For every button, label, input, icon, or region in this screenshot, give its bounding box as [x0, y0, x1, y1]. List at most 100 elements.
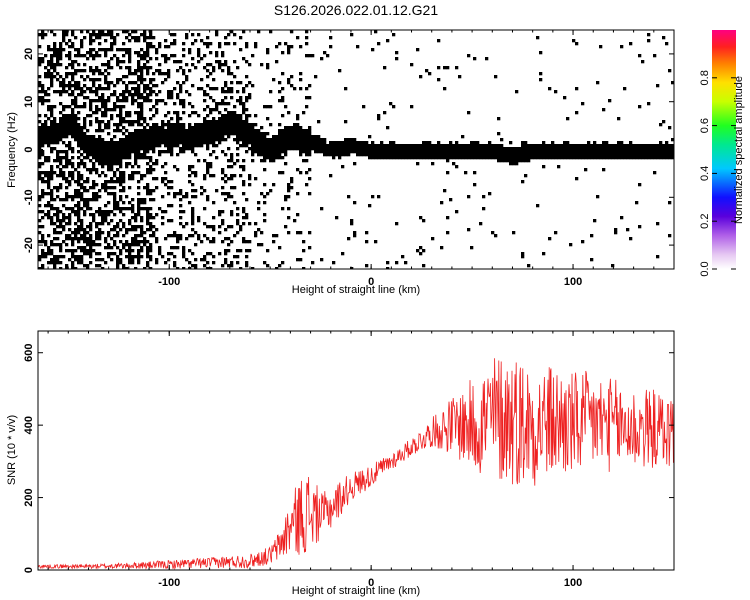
spectrogram-cell: [266, 132, 270, 136]
spectrogram-cell: [638, 153, 642, 157]
spectrogram-cell: [116, 96, 120, 100]
spectrogram-cell: [278, 150, 282, 154]
spectrogram-cell: [50, 126, 54, 130]
spectrogram-cell: [281, 132, 285, 136]
spectrogram-cell: [302, 150, 306, 154]
spectrogram-cell: [284, 147, 288, 151]
spectrogram-cell: [350, 138, 354, 142]
spectrogram-cell: [53, 222, 57, 226]
spectrogram-cell: [44, 240, 48, 244]
spectrogram-cell: [164, 45, 168, 49]
spectrogram-cell: [68, 234, 72, 238]
spectrogram-cell: [518, 150, 522, 154]
spectrogram-cell: [638, 183, 642, 187]
spectrogram-cell: [659, 150, 663, 154]
spectrogram-cell: [230, 264, 234, 268]
spectrogram-cell: [170, 123, 174, 127]
spectrogram-cell: [521, 252, 525, 256]
spectrogram-cell: [80, 246, 84, 250]
spectrogram-cell: [119, 165, 123, 169]
spectrogram-cell: [482, 144, 486, 148]
spectrogram-cell: [284, 144, 288, 148]
spectrogram-cell: [77, 246, 81, 250]
spectrogram-cell: [209, 63, 213, 67]
spectrogram-cell: [218, 138, 222, 142]
spectrogram-cell: [131, 87, 135, 91]
spectrogram-cell: [335, 144, 339, 148]
spectrogram-cell: [350, 141, 354, 145]
spectrogram-cell: [44, 120, 48, 124]
spectrogram-cell: [440, 156, 444, 160]
spectrogram-cell: [302, 159, 306, 163]
spectrogram-cell: [77, 177, 81, 181]
spectrogram-cell: [470, 144, 474, 148]
spectrogram-cell: [419, 75, 423, 79]
spectrogram-cell: [497, 117, 501, 121]
spectrogram-cell: [257, 135, 261, 139]
spectrogram-cell: [83, 156, 87, 160]
spectrogram-cell: [314, 75, 318, 79]
spectrogram-cell: [56, 153, 60, 157]
spectrogram-cell: [164, 150, 168, 154]
spectrogram-cell: [533, 150, 537, 154]
spectrogram-cell: [254, 114, 258, 118]
spectrogram-cell: [143, 36, 147, 40]
spectrogram-cell: [77, 183, 81, 187]
spectrogram-cell: [659, 156, 663, 160]
spectrogram-cell: [281, 129, 285, 133]
spectrogram-cell: [149, 171, 153, 175]
spectrogram-cell: [134, 150, 138, 154]
spectrogram-cell: [77, 216, 81, 220]
spectrogram-cell: [203, 93, 207, 97]
spectrogram-cell: [389, 144, 393, 148]
spectrogram-cell: [41, 84, 45, 88]
spectrogram-cell: [62, 141, 66, 145]
spectrogram-cell: [176, 111, 180, 115]
spectrogram-cell: [179, 135, 183, 139]
spectrogram-xtick-label: 0: [368, 276, 374, 288]
spectrogram-cell: [122, 153, 126, 157]
spectrogram-cell: [110, 48, 114, 52]
spectrogram-cell: [116, 246, 120, 250]
spectrogram-cell: [413, 147, 417, 151]
spectrogram-cell: [233, 42, 237, 46]
spectrogram-cell: [155, 99, 159, 103]
spectrogram-cell: [137, 138, 141, 142]
spectrogram-cell: [62, 126, 66, 130]
spectrogram-cell: [236, 129, 240, 133]
spectrogram-cell: [524, 156, 528, 160]
spectrogram-cell: [56, 132, 60, 136]
spectrogram-cell: [134, 219, 138, 223]
spectrogram-cell: [668, 201, 672, 205]
spectrogram-cell: [347, 141, 351, 145]
spectrogram-cell: [38, 138, 42, 142]
spectrogram-cell: [50, 57, 54, 61]
spectrogram-cell: [71, 150, 75, 154]
spectrogram-cell: [71, 123, 75, 127]
spectrogram-cell: [212, 240, 216, 244]
spectrogram-cell: [443, 153, 447, 157]
spectrogram-cell: [128, 135, 132, 139]
spectrogram-cell: [377, 195, 381, 199]
spectrogram-cell: [233, 255, 237, 259]
spectrogram-cell: [140, 123, 144, 127]
spectrogram-cell: [620, 216, 624, 220]
spectrogram-cell: [95, 195, 99, 199]
spectrogram-cell: [239, 117, 243, 121]
spectrogram-cell: [308, 141, 312, 145]
spectrogram-cell: [659, 153, 663, 157]
spectrogram-cell: [101, 48, 105, 52]
spectrogram-cell: [656, 222, 660, 226]
spectrogram-cell: [620, 45, 624, 49]
spectrogram-cell: [149, 138, 153, 142]
spectrogram-cell: [98, 258, 102, 262]
spectrogram-cell: [626, 147, 630, 151]
spectrogram-cell: [299, 138, 303, 142]
spectrogram-cell: [149, 30, 153, 34]
spectrogram-cell: [281, 96, 285, 100]
spectrogram-cell: [383, 111, 387, 115]
spectrogram-cell: [230, 213, 234, 217]
spectrogram-cell: [482, 207, 486, 211]
spectrogram-cell: [137, 123, 141, 127]
spectrogram-cell: [581, 147, 585, 151]
